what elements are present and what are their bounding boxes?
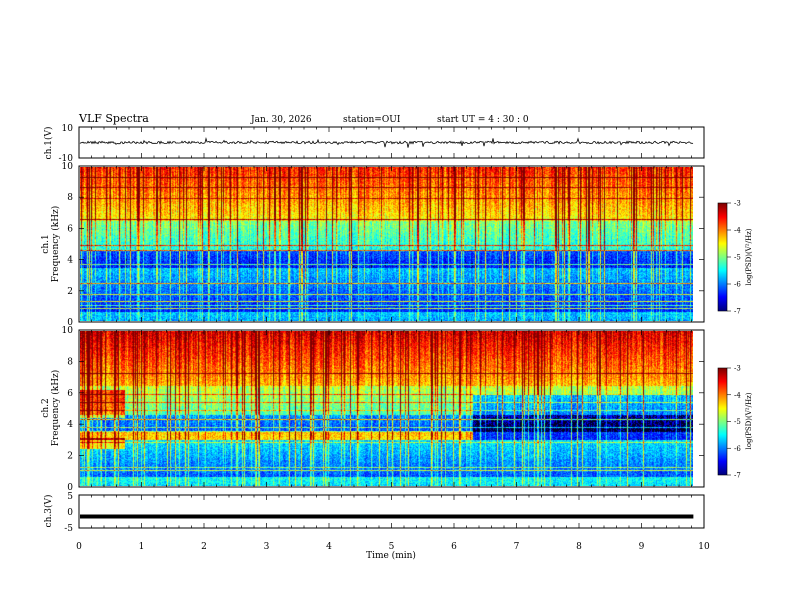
chart-title: VLF Spectra <box>78 112 149 125</box>
ch3-ytick-bottom: -5 <box>64 524 73 534</box>
ch3-ylabel: ch.3(V) <box>43 495 54 528</box>
y-tick-label: 6 <box>67 224 73 234</box>
ch1-waveform-ticks <box>78 127 705 158</box>
ch2-spec-ylabel-frequency: Frequency (kHz) <box>50 370 61 447</box>
ch1-spectrogram-yticks: 0 2 4 6 8 10 <box>62 162 704 328</box>
ch3-line-panel: 5 0 -5 ch.3(V) <box>43 492 705 534</box>
colorbar-tick-label: -3 <box>734 200 741 208</box>
station-label: station=OUI <box>343 115 401 125</box>
ch2-colorbar-label: log(PSD)(V²/Hz) <box>745 392 753 449</box>
x-axis-tick-labels: 0 1 2 3 4 5 6 7 8 9 10 <box>76 542 710 552</box>
ch1-spectrogram-panel: 0 2 4 6 8 10 ch.1 Frequency (kHz) <box>41 162 705 328</box>
colorbar-tick-label: -4 <box>734 391 741 399</box>
x-tick-label: 8 <box>576 542 582 552</box>
x-tick-label: 3 <box>264 542 270 552</box>
y-tick-label: 10 <box>62 162 74 172</box>
y-tick-label: 6 <box>67 389 73 399</box>
ch1-waveform-panel: 10 -10 ch.1(V) <box>43 124 705 164</box>
y-tick-label: 0 <box>67 483 73 493</box>
y-tick-label: 0 <box>67 318 73 328</box>
ch2-colorbar: -3 -4 -5 -6 -7 log(PSD)(V²/Hz) <box>717 365 753 480</box>
ch1-spectrogram-image <box>80 167 693 321</box>
y-tick-label: 2 <box>67 452 73 462</box>
x-tick-label: 10 <box>698 542 710 552</box>
x-axis-label: Time (min) <box>366 550 416 561</box>
colorbar-tick-label: -6 <box>734 281 741 289</box>
colorbar-tick-label: -4 <box>734 227 741 235</box>
colorbar-tick-label: -5 <box>734 418 741 426</box>
ch2-spectrogram-image <box>80 331 693 486</box>
y-tick-label: 8 <box>67 357 73 367</box>
y-tick-label: 4 <box>67 256 73 266</box>
ch3-ytick-top: 5 <box>67 492 73 502</box>
x-tick-label: 5 <box>389 542 395 552</box>
ch1-ytick-top: 10 <box>62 124 74 134</box>
start-ut-label: start UT = 4 : 30 : 0 <box>437 115 529 125</box>
ch1-spec-ylabel-channel: ch.1 <box>41 234 51 253</box>
ch2-spec-ylabel-channel: ch.2 <box>41 398 51 417</box>
x-tick-label: 2 <box>201 542 207 552</box>
ch2-spectrogram-yticks: 0 2 4 6 8 10 <box>62 326 704 493</box>
y-tick-label: 8 <box>67 193 73 203</box>
x-tick-label: 4 <box>326 542 332 552</box>
colorbar-tick-label: -7 <box>734 472 741 480</box>
colorbar-tick-label: -6 <box>734 445 741 453</box>
date-label: Jan. 30, 2026 <box>250 115 312 125</box>
ch1-spec-ylabel-frequency: Frequency (kHz) <box>50 206 61 283</box>
ch1-colorbar-gradient <box>718 203 727 311</box>
x-tick-label: 1 <box>139 542 145 552</box>
ch1-waveform-line <box>79 136 694 148</box>
ch1-spectrogram-ticks <box>78 166 705 322</box>
x-tick-label: 6 <box>451 542 457 552</box>
y-tick-label: 4 <box>67 420 73 430</box>
ch1-colorbar-label: log(PSD)(V²/Hz) <box>745 228 753 285</box>
ch1-colorbar: -3 -4 -5 -6 -7 log(PSD)(V²/Hz) <box>717 200 753 316</box>
ch1-ylabel: ch.1(V) <box>43 127 54 160</box>
colorbar-tick-label: -7 <box>734 308 741 316</box>
ch1-ytick-bottom: -10 <box>59 154 74 164</box>
ch2-colorbar-ticks: -3 -4 -5 -6 -7 <box>727 365 741 480</box>
ch2-spectrogram-panel: 0 2 4 6 8 10 ch.2 Frequency (kHz) <box>41 326 705 493</box>
y-tick-label: 2 <box>67 287 73 297</box>
x-tick-label: 0 <box>76 542 82 552</box>
colorbar-tick-label: -5 <box>734 254 741 262</box>
colorbar-tick-label: -3 <box>734 365 741 373</box>
ch3-line-ticks <box>78 495 705 528</box>
x-tick-label: 7 <box>514 542 520 552</box>
ch1-colorbar-ticks: -3 -4 -5 -6 -7 <box>727 200 741 316</box>
x-tick-label: 9 <box>639 542 645 552</box>
ch2-colorbar-gradient <box>718 368 727 475</box>
ch3-ytick-mid: 0 <box>67 508 73 518</box>
y-tick-label: 10 <box>62 326 74 336</box>
ch2-spectrogram-ticks <box>78 330 705 487</box>
